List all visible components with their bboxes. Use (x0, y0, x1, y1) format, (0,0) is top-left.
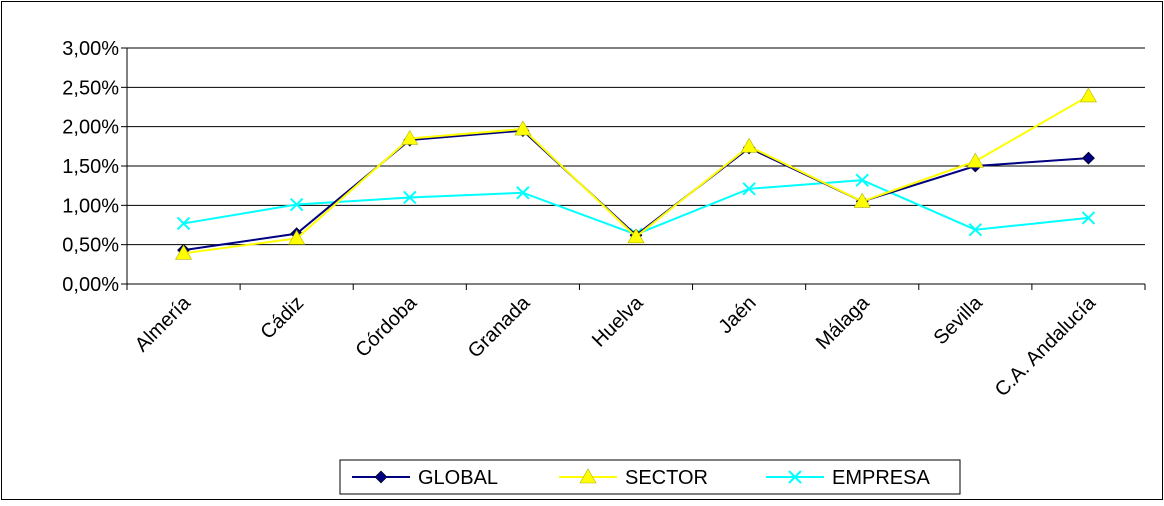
legend-box (339, 459, 961, 495)
y-tick-label: 2,00% (62, 117, 119, 139)
legend-label: GLOBAL (418, 467, 498, 489)
data-point-empresa (289, 197, 304, 212)
data-point-empresa (176, 216, 191, 231)
y-tick-label: 0,50% (62, 235, 119, 257)
y-tick-label: 1,00% (62, 195, 119, 217)
legend-marker (579, 468, 597, 484)
data-point-global (1082, 151, 1095, 165)
data-point-sector (1079, 87, 1097, 103)
legend-label: SECTOR (625, 467, 708, 489)
data-point-sector (853, 192, 871, 208)
y-tick-label: 2,50% (62, 77, 119, 99)
data-point-empresa (855, 173, 869, 187)
data-point-sector (627, 228, 645, 244)
data-point-sector (401, 129, 419, 145)
data-point-empresa (516, 186, 530, 200)
legend-marker (374, 470, 388, 484)
legend-marker (788, 470, 802, 484)
data-point-sector (740, 137, 758, 153)
legend-item-sector: SECTOR (559, 467, 708, 489)
y-tick-label: 0,00% (62, 274, 119, 296)
data-point-sector (966, 152, 984, 168)
data-point-empresa (1081, 211, 1096, 225)
legend-label: EMPRESA (832, 467, 930, 489)
data-point-sector (175, 244, 193, 260)
data-point-sector (514, 120, 532, 136)
legend-item-empresa: EMPRESA (766, 467, 930, 489)
series-lines (175, 87, 1097, 260)
y-tick-label: 1,50% (62, 156, 119, 178)
legend: GLOBAL SECTOR EMPRESA (339, 459, 961, 495)
data-point-empresa (403, 190, 417, 205)
legend-item-global: GLOBAL (352, 467, 498, 489)
data-point-empresa (742, 182, 756, 196)
data-point-empresa (968, 223, 983, 237)
y-tick-label: 3,00% (62, 38, 119, 60)
data-point-sector (288, 229, 306, 245)
